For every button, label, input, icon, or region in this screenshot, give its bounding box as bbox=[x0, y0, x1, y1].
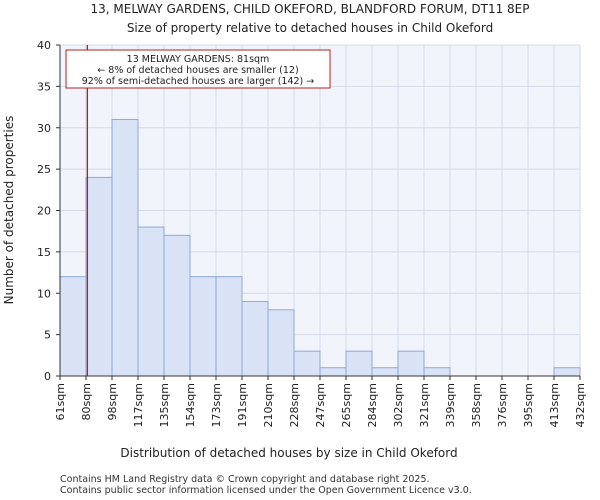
y-tick-label: 10 bbox=[37, 287, 51, 300]
bar bbox=[397, 350, 425, 377]
footer-line-2: Contains public sector information licen… bbox=[60, 485, 472, 496]
y-tick-label: 0 bbox=[44, 370, 51, 383]
annotation-box bbox=[65, 49, 331, 89]
x-tick-label: 117sqm bbox=[132, 383, 145, 427]
annotation-line-1: 13 MELWAY GARDENS: 81sqm bbox=[127, 54, 270, 65]
y-tick-label: 25 bbox=[37, 163, 51, 176]
x-tick-label: 210sqm bbox=[262, 383, 275, 427]
y-tick-label: 15 bbox=[37, 246, 51, 259]
annotation-line-3: 92% of semi-detached houses are larger (… bbox=[82, 76, 315, 87]
y-tick-label: 5 bbox=[44, 329, 51, 342]
bar bbox=[345, 350, 373, 377]
y-tick-label: 30 bbox=[37, 122, 51, 135]
bars bbox=[59, 118, 581, 377]
chart-title: 13, MELWAY GARDENS, CHILD OKEFORD, BLAND… bbox=[91, 2, 530, 16]
y-tick-label: 40 bbox=[37, 39, 51, 52]
axes bbox=[56, 44, 581, 380]
bar bbox=[423, 367, 451, 377]
x-tick-label: 154sqm bbox=[184, 383, 197, 427]
bar bbox=[371, 367, 399, 377]
x-tick-labels: 61sqm 80sqm 98sqm 117sqm 135sqm 154sqm 173sqm 1… bbox=[54, 383, 587, 427]
x-tick-label: 432sqm bbox=[574, 383, 587, 427]
y-tick-label: 35 bbox=[37, 80, 51, 93]
x-tick-label: 61sqm bbox=[54, 383, 67, 420]
bar bbox=[241, 301, 269, 377]
x-tick-label: 358sqm bbox=[470, 383, 483, 427]
annotation-line-2: ← 8% of detached houses are smaller (12) bbox=[97, 65, 298, 76]
x-tick-label: 265sqm bbox=[340, 383, 353, 427]
x-tick-label: 339sqm bbox=[444, 383, 457, 427]
bar bbox=[215, 276, 243, 377]
footer-line-1: Contains HM Land Registry data © Crown c… bbox=[60, 474, 430, 485]
x-tick-label: 321sqm bbox=[418, 383, 431, 427]
x-tick-label: 302sqm bbox=[392, 383, 405, 427]
bar bbox=[267, 309, 295, 377]
bar bbox=[85, 176, 113, 377]
y-tick-labels: 0 5 10 15 20 25 30 35 40 bbox=[37, 39, 51, 383]
bar bbox=[189, 276, 217, 377]
bar bbox=[111, 118, 139, 377]
x-tick-label: 376sqm bbox=[496, 383, 509, 427]
x-tick-label: 173sqm bbox=[210, 383, 223, 427]
bar bbox=[163, 234, 191, 377]
chart-subtitle: Size of property relative to detached ho… bbox=[127, 21, 493, 35]
bar bbox=[59, 276, 87, 377]
x-tick-label: 98sqm bbox=[106, 383, 119, 420]
bar bbox=[553, 367, 581, 377]
x-tick-label: 395sqm bbox=[522, 383, 535, 427]
y-axis-label: Number of detached properties bbox=[2, 116, 16, 305]
x-tick-label: 247sqm bbox=[314, 383, 327, 427]
x-tick-label: 284sqm bbox=[366, 383, 379, 427]
x-axis-label: Distribution of detached houses by size … bbox=[120, 446, 457, 460]
y-tick-label: 20 bbox=[37, 205, 51, 218]
x-tick-label: 413sqm bbox=[548, 383, 561, 427]
x-tick-label: 191sqm bbox=[236, 383, 249, 427]
bar bbox=[137, 226, 165, 377]
x-tick-label: 228sqm bbox=[288, 383, 301, 427]
annotation: 13 MELWAY GARDENS: 81sqm ← 8% of detache… bbox=[65, 49, 331, 89]
x-tick-label: 135sqm bbox=[158, 383, 171, 427]
bar bbox=[319, 367, 347, 377]
x-tick-label: 80sqm bbox=[80, 383, 93, 420]
bar bbox=[293, 350, 321, 377]
